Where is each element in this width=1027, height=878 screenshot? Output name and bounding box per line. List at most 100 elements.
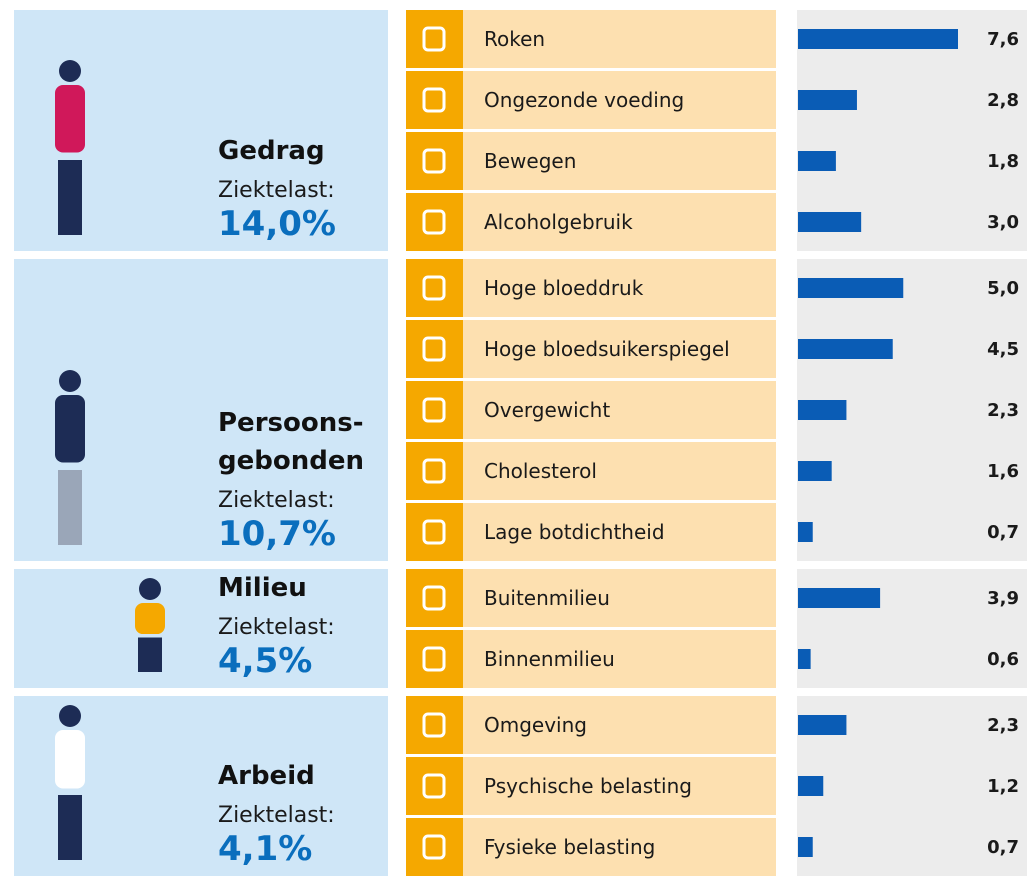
bar	[798, 212, 862, 232]
bar	[798, 588, 881, 608]
category-label: Cholesterol	[484, 459, 597, 483]
icon	[422, 773, 446, 799]
label-cell	[463, 10, 776, 68]
category-label: Ongezonde voeding	[484, 88, 684, 112]
icon-cell	[406, 10, 463, 68]
icon-cell	[406, 320, 463, 378]
value-label: 2,3	[987, 715, 1019, 736]
bar	[798, 649, 811, 669]
icon	[422, 336, 446, 362]
figure-head	[59, 370, 81, 392]
category-label: Overgewicht	[484, 398, 610, 422]
group-title: Persoons-	[218, 408, 364, 438]
label-cell	[463, 71, 776, 129]
value-label: 3,9	[987, 588, 1019, 609]
icon-cell	[406, 259, 463, 317]
category-label: Fysieke belasting	[484, 835, 655, 859]
bar	[798, 278, 904, 298]
label-cell	[463, 320, 776, 378]
group-title: Gedrag	[218, 136, 325, 166]
icon-cell	[406, 381, 463, 439]
category-label: Lage botdichtheid	[484, 520, 665, 544]
icon	[422, 458, 446, 484]
value-label: 5,0	[987, 278, 1019, 299]
bar	[798, 776, 824, 796]
figure-legs	[58, 795, 82, 860]
group-title: Arbeid	[218, 761, 315, 791]
figure-legs	[138, 637, 162, 672]
bar-panel	[797, 10, 1027, 251]
group-title: Milieu	[218, 573, 307, 603]
figure-body	[135, 603, 165, 635]
bar	[798, 400, 847, 420]
icon-cell	[406, 132, 463, 190]
bar-panel	[797, 569, 1027, 688]
bar	[798, 90, 857, 110]
bar	[798, 29, 958, 49]
icon	[422, 275, 446, 301]
bar	[798, 715, 847, 735]
icon-cell	[406, 442, 463, 500]
bar	[798, 522, 813, 542]
icon-cell	[406, 569, 463, 627]
figure-legs	[58, 160, 82, 235]
icon	[422, 519, 446, 545]
value-label: 1,2	[987, 776, 1019, 797]
bar	[798, 837, 813, 857]
icon	[422, 148, 446, 174]
label-cell	[463, 569, 776, 627]
label-cell	[463, 259, 776, 317]
figure-legs	[58, 470, 82, 545]
figure-body	[55, 395, 85, 463]
icon	[422, 397, 446, 423]
icon-cell	[406, 630, 463, 688]
value-label: 4,5	[987, 339, 1019, 360]
label-cell	[463, 193, 776, 251]
group-subtitle: Ziektelast:	[218, 615, 335, 640]
category-label: Bewegen	[484, 149, 576, 173]
figure-head	[59, 60, 81, 82]
figure-head	[139, 578, 161, 600]
group-share: 14,0%	[218, 204, 336, 244]
category-label: Hoge bloedsuikerspiegel	[484, 337, 730, 361]
value-label: 7,6	[987, 29, 1019, 50]
icon	[422, 834, 446, 860]
category-label: Psychische belasting	[484, 774, 692, 798]
icon-cell	[406, 71, 463, 129]
icon	[422, 585, 446, 611]
category-label: Hoge bloeddruk	[484, 276, 644, 300]
value-label: 0,7	[987, 837, 1019, 858]
icon	[422, 646, 446, 672]
label-cell	[463, 630, 776, 688]
bar	[798, 339, 893, 359]
value-label: 3,0	[987, 212, 1019, 233]
icon	[422, 209, 446, 235]
value-label: 2,8	[987, 90, 1019, 111]
value-label: 0,7	[987, 522, 1019, 543]
category-label: Alcoholgebruik	[484, 210, 633, 234]
icon-cell	[406, 818, 463, 876]
group-subtitle: Ziektelast:	[218, 178, 335, 203]
value-label: 1,6	[987, 461, 1019, 482]
icon	[422, 712, 446, 738]
label-cell	[463, 442, 776, 500]
category-label: Omgeving	[484, 713, 587, 737]
group-share: 4,5%	[218, 641, 312, 681]
group-panel	[14, 569, 388, 688]
label-cell	[463, 132, 776, 190]
icon-cell	[406, 757, 463, 815]
figure-head	[59, 705, 81, 727]
label-cell	[463, 696, 776, 754]
category-label: Roken	[484, 27, 545, 51]
value-label: 0,6	[987, 649, 1019, 670]
bar	[798, 461, 832, 481]
icon-cell	[406, 193, 463, 251]
value-label: 1,8	[987, 151, 1019, 172]
bar	[798, 151, 836, 171]
group-share: 4,1%	[218, 829, 312, 869]
group-share: 10,7%	[218, 514, 336, 554]
group-subtitle: Ziektelast:	[218, 803, 335, 828]
icon	[422, 26, 446, 52]
label-cell	[463, 503, 776, 561]
figure-body	[55, 730, 85, 789]
